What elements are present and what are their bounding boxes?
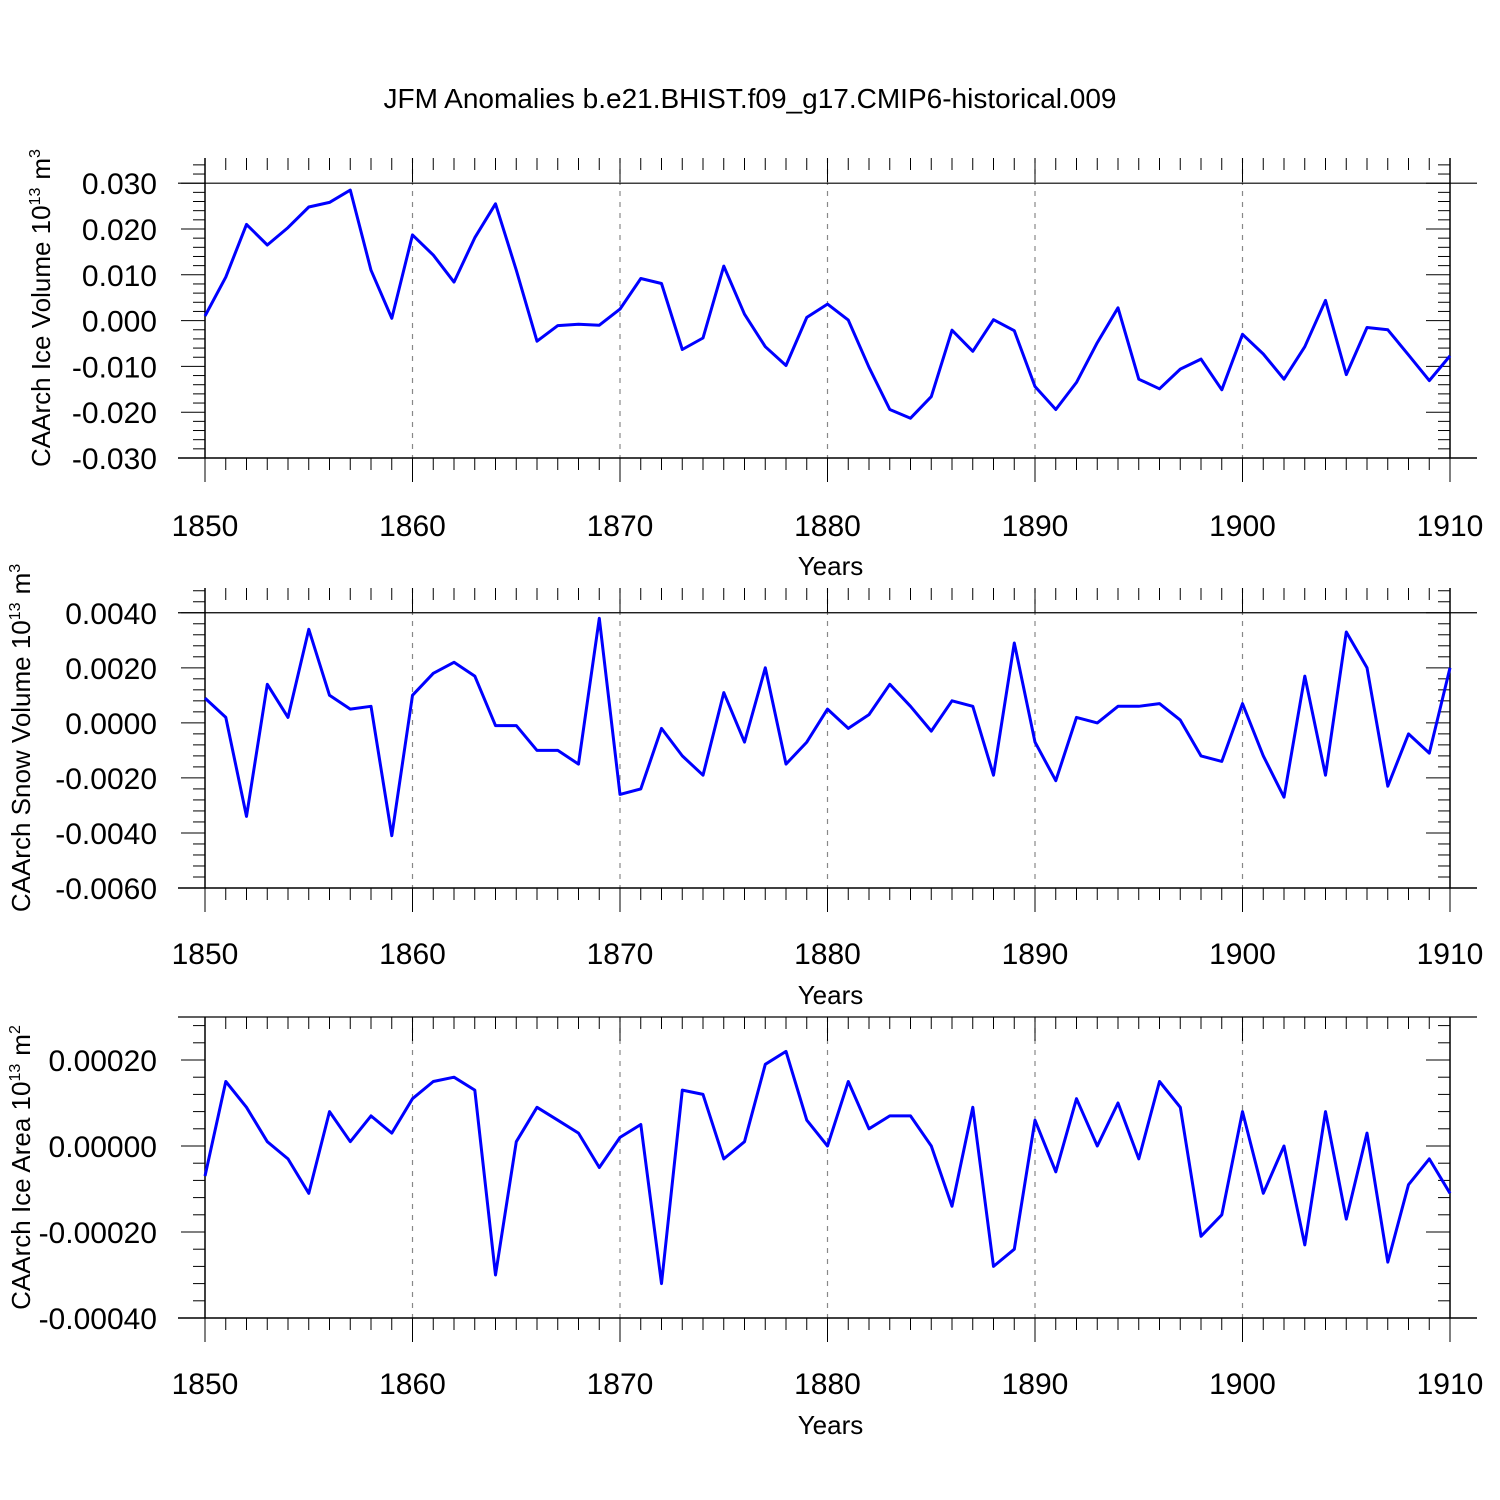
x-tick-label: 1890	[1002, 938, 1069, 971]
chart-panels: 1850 1860 1870 1880 1890 1900 1910 0.030 0.020 0.…	[6, 149, 1483, 1440]
x-tick-label: 1890	[1002, 510, 1069, 543]
series-line	[203, 1049, 1452, 1286]
x-tick-label: 1850	[172, 938, 239, 971]
y-tick-label: 0.030	[82, 168, 157, 201]
x-tick-label: 1880	[794, 510, 861, 543]
y-axis-title-unit-exponent: 2	[7, 1025, 24, 1034]
y-tick-label: -0.010	[72, 351, 157, 384]
y-tick-label: -0.00020	[39, 1217, 157, 1250]
x-tick-label: 1890	[1002, 1368, 1069, 1401]
y-axis-title-unit: m	[6, 573, 36, 595]
chart-panel-1: 1850 1860 1870 1880 1890 1900 1910 0.030 0.020 0.…	[26, 149, 1483, 581]
x-tick-label: 1910	[1417, 938, 1484, 971]
x-tick-label: 1910	[1417, 1368, 1484, 1401]
y-axis-title: CAArch Ice Volume 1013 m3	[26, 149, 56, 467]
x-tick-label: 1880	[794, 1368, 861, 1401]
figure-title: JFM Anomalies b.e21.BHIST.f09_g17.CMIP6-…	[383, 83, 1116, 114]
series-line	[203, 188, 1452, 420]
y-axis-title: CAArch Ice Area 1013 m2	[6, 1025, 36, 1310]
x-tick-label: 1860	[379, 510, 446, 543]
x-tick-label: 1870	[587, 510, 654, 543]
y-tick-label: 0.0000	[65, 708, 157, 741]
x-tick-label: 1850	[172, 1368, 239, 1401]
y-tick-label: -0.00040	[39, 1303, 157, 1336]
y-tick-label: -0.0040	[55, 818, 157, 851]
y-tick-label: 0.00000	[49, 1131, 157, 1164]
x-tick-label: 1870	[587, 1368, 654, 1401]
y-tick-label: -0.0020	[55, 763, 157, 796]
chart-panel-2: 1850 1860 1870 1880 1890 1900 1910 0.0040 0.0020…	[6, 564, 1483, 1010]
y-axis-title-exponent: 13	[7, 602, 24, 620]
series-line	[203, 616, 1452, 838]
x-tick-label: 1860	[379, 1368, 446, 1401]
x-tick-label: 1850	[172, 510, 239, 543]
y-tick-label: 0.0020	[65, 653, 157, 686]
y-axis-title-unit-exponent: 3	[7, 564, 24, 573]
y-axis-title-unit: m	[26, 158, 56, 180]
x-tick-label: 1900	[1209, 938, 1276, 971]
y-axis-title-text: CAArch Ice Area 10	[6, 1082, 36, 1310]
y-axis-title-exponent: 13	[7, 1064, 24, 1082]
x-axis-title: Years	[798, 980, 864, 1010]
y-axis-title-unit: m	[6, 1034, 36, 1056]
x-tick-label: 1910	[1417, 510, 1484, 543]
y-axis-title-unit-exponent: 3	[27, 149, 44, 158]
x-axis-title: Years	[798, 551, 864, 581]
x-tick-label: 1880	[794, 938, 861, 971]
x-tick-label: 1900	[1209, 1368, 1276, 1401]
y-tick-label: 0.0040	[65, 598, 157, 631]
x-tick-label: 1900	[1209, 510, 1276, 543]
y-tick-label: 0.000	[82, 306, 157, 339]
x-axis-title: Years	[798, 1410, 864, 1440]
x-tick-label: 1860	[379, 938, 446, 971]
y-tick-label: 0.010	[82, 260, 157, 293]
y-tick-label: -0.020	[72, 397, 157, 430]
y-axis-title-text: CAArch Ice Volume 10	[26, 205, 56, 467]
y-axis-title: CAArch Snow Volume 1013 m3	[6, 564, 36, 912]
x-tick-label: 1870	[587, 938, 654, 971]
y-axis-title-text: CAArch Snow Volume 10	[6, 620, 36, 912]
y-axis-title-exponent: 13	[27, 188, 44, 206]
y-tick-label: -0.030	[72, 443, 157, 476]
y-tick-label: 0.00020	[49, 1045, 157, 1078]
chart-panel-3: 1850 1860 1870 1880 1890 1900 1910 0.00020 0.000…	[6, 1016, 1484, 1440]
y-tick-label: -0.0060	[55, 873, 157, 906]
y-tick-label: 0.020	[82, 214, 157, 247]
